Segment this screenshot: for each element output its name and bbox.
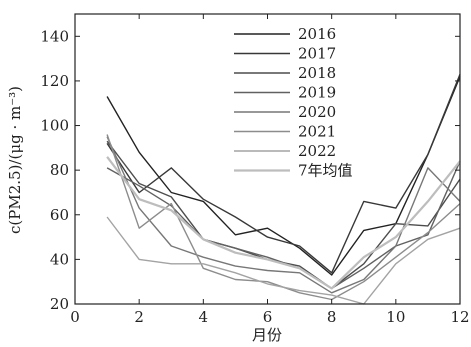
series-line-2016 — [106, 76, 461, 276]
y-tick-label: 120 — [40, 72, 69, 90]
y-tick-label: 40 — [50, 250, 69, 268]
series-line-2020 — [106, 136, 461, 294]
series-line-2017 — [106, 73, 461, 274]
y-tick-label: 140 — [40, 27, 69, 45]
y-tick-label: 60 — [50, 206, 69, 224]
legend-label: 2018 — [298, 64, 336, 82]
series-line-2022 — [106, 216, 461, 305]
y-tick-label: 20 — [50, 295, 69, 313]
series-line-2018 — [106, 140, 461, 290]
y-tick-label: 100 — [40, 117, 69, 135]
legend-label: 2017 — [298, 45, 336, 63]
x-tick-label: 4 — [199, 308, 209, 326]
legend-label: 2022 — [298, 142, 336, 160]
legend-label: 2016 — [298, 25, 336, 43]
y-axis-label: c(PM2.5)/(μg · m⁻³) — [6, 86, 24, 234]
x-tick-label: 0 — [70, 308, 80, 326]
axis-ticks: 0 2 4 6 8 10 12 20 40 60 80 100 120 140 — [40, 14, 470, 326]
x-tick-label: 2 — [134, 308, 144, 326]
x-tick-label: 12 — [450, 308, 469, 326]
plot-lines — [106, 73, 461, 305]
x-tick-label: 8 — [327, 308, 337, 326]
legend-label: 7年均值 — [298, 162, 353, 180]
x-tick-label: 6 — [263, 308, 273, 326]
legend-label: 2020 — [298, 103, 336, 121]
y-tick-label: 80 — [50, 161, 69, 179]
legend-label: 2019 — [298, 84, 336, 102]
x-tick-label: 10 — [386, 308, 405, 326]
x-axis-label: 月份 — [252, 326, 282, 344]
series-line-7年均值 — [106, 156, 461, 290]
legend-label: 2021 — [298, 123, 336, 141]
